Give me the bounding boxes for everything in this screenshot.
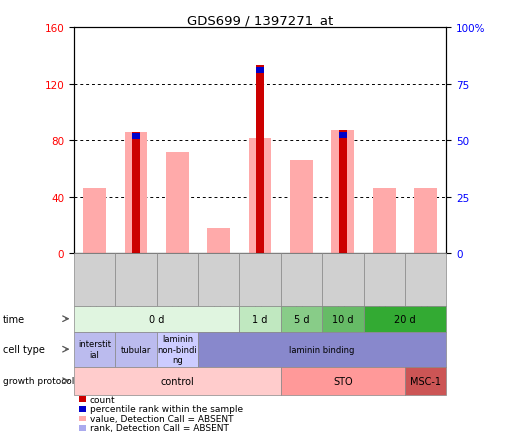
Text: percentile rank within the sample: percentile rank within the sample [90, 404, 242, 413]
Bar [165, 152, 188, 254]
Text: interstit
ial: interstit ial [78, 340, 111, 359]
Text: 0 d: 0 d [149, 314, 164, 324]
Bar [132, 133, 139, 254]
Text: laminin
non-bindi
ng: laminin non-bindi ng [157, 335, 197, 364]
Bar [413, 189, 436, 254]
Text: count: count [90, 395, 115, 404]
Bar [372, 189, 395, 254]
Text: growth protocol: growth protocol [3, 376, 74, 385]
Bar [83, 189, 106, 254]
Text: control: control [160, 376, 194, 386]
Text: 5 d: 5 d [293, 314, 308, 324]
Bar [124, 133, 147, 254]
Bar [248, 183, 271, 254]
Text: laminin binding: laminin binding [289, 345, 354, 354]
Bar [248, 138, 271, 254]
Bar [331, 158, 354, 254]
Bar [165, 194, 188, 254]
Bar [83, 216, 106, 254]
Text: tubular: tubular [121, 345, 151, 354]
Text: MSC-1: MSC-1 [409, 376, 440, 386]
Bar [372, 216, 395, 254]
Text: value, Detection Call = ABSENT: value, Detection Call = ABSENT [90, 414, 233, 423]
Bar [256, 66, 263, 254]
Text: 1 d: 1 d [252, 314, 267, 324]
Bar [413, 216, 436, 254]
Bar [256, 68, 263, 73]
Bar [290, 161, 312, 254]
Title: GDS699 / 1397271_at: GDS699 / 1397271_at [187, 14, 332, 27]
Bar [338, 133, 346, 138]
Text: time: time [3, 314, 24, 324]
Text: cell type: cell type [3, 345, 44, 354]
Bar [207, 228, 230, 254]
Bar [331, 131, 354, 254]
Bar [338, 131, 346, 254]
Bar [132, 134, 139, 140]
Text: 10 d: 10 d [331, 314, 353, 324]
Text: rank, Detection Call = ABSENT: rank, Detection Call = ABSENT [90, 424, 228, 432]
Text: 20 d: 20 d [393, 314, 415, 324]
Bar [207, 238, 230, 254]
Bar [290, 192, 312, 254]
Text: STO: STO [332, 376, 352, 386]
Bar [124, 176, 147, 254]
